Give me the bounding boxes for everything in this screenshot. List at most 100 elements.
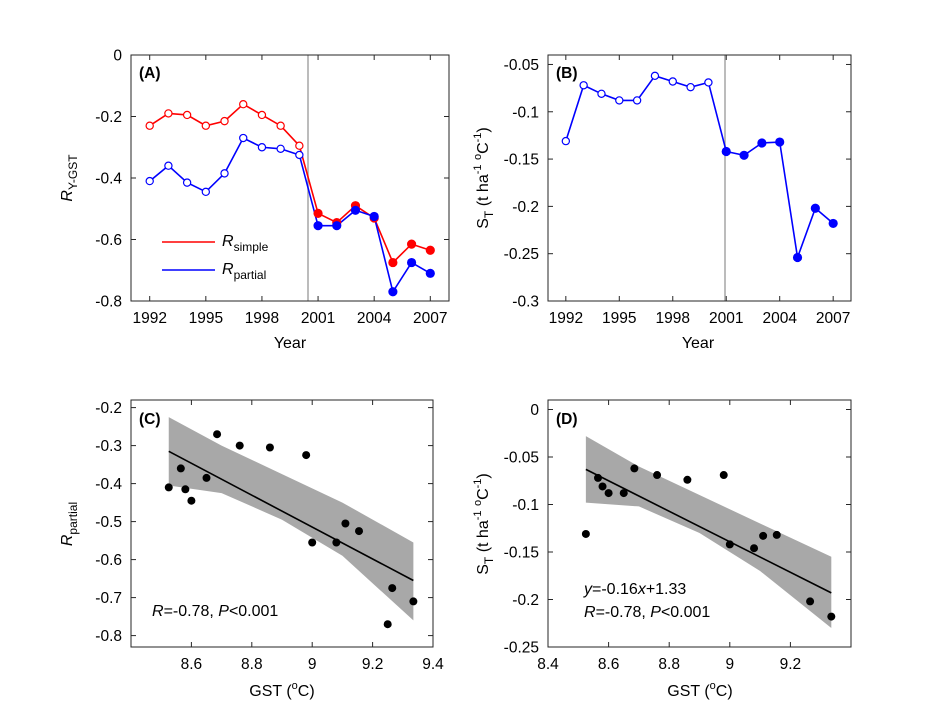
y-tick-label: -0.3 <box>512 294 539 311</box>
data-point-1 <box>176 464 185 473</box>
series-line-st <box>565 74 834 258</box>
data-point-partial-2004 <box>369 211 379 222</box>
data-point-7 <box>683 475 692 484</box>
y-tick-label: -0.25 <box>504 246 539 263</box>
data-point-st-1993 <box>579 81 588 90</box>
y-tick-label: -0.5 <box>95 514 122 531</box>
x-tick-label: 2007 <box>413 310 447 327</box>
equation-annotation: y=-0.16x+1.33 <box>583 581 686 598</box>
panel-label: (D) <box>556 411 578 428</box>
data-point-partial-1996 <box>220 169 229 178</box>
data-point-5 <box>630 464 639 473</box>
data-point-st-1997 <box>650 71 660 81</box>
x-tick-label: 1998 <box>656 310 690 327</box>
y-tick-label: -0.8 <box>95 294 122 311</box>
x-tick-label: 8.8 <box>658 656 680 673</box>
x-tick-label: 1995 <box>189 310 223 327</box>
y-tick-label: -0.05 <box>504 57 539 74</box>
data-point-15 <box>409 597 418 606</box>
x-tick-label: 1998 <box>245 310 279 327</box>
data-point-8 <box>719 471 728 480</box>
x-tick-label: 9.2 <box>780 656 802 673</box>
axes-box <box>130 399 434 648</box>
y-tick-label: -0.7 <box>95 590 122 607</box>
x-tick-label: 2004 <box>357 310 392 327</box>
data-point-3 <box>604 489 613 498</box>
data-point-partial-1993 <box>164 161 173 170</box>
data-point-2 <box>598 482 607 491</box>
data-point-1 <box>593 473 602 482</box>
panel-c: 8.6 8.8 9 9.2 9.4 -0.8 -0.7 -0.6 -0.5 -0.4 -0.3 -0.… <box>59 399 444 700</box>
data-point-0 <box>581 529 590 538</box>
y-tick-label: -0.1 <box>512 497 539 514</box>
y-axis-label: RY-GST <box>59 154 80 202</box>
data-point-simple-2006 <box>406 239 417 249</box>
data-point-3 <box>187 496 196 505</box>
stats-annotation: R=-0.78, P<0.001 <box>584 604 710 621</box>
x-tick-label: 2004 <box>762 310 797 327</box>
data-point-simple-2005 <box>388 257 398 268</box>
data-point-simple-1994 <box>182 110 192 120</box>
y-tick-label: 0 <box>113 48 122 65</box>
data-point-simple-1992 <box>145 121 154 130</box>
data-point-simple-2007 <box>425 245 435 255</box>
x-tick-label: 8.6 <box>598 656 620 673</box>
data-point-st-2007 <box>828 218 838 229</box>
data-point-partial-2006 <box>406 257 417 268</box>
x-axis-label: GST (oC) <box>667 680 732 700</box>
x-tick-label: 1992 <box>132 310 166 327</box>
data-point-partial-1999 <box>276 144 285 153</box>
data-point-simple-1997 <box>239 99 248 109</box>
y-tick-label: -0.4 <box>95 171 122 188</box>
data-point-5 <box>213 430 222 439</box>
data-point-st-2002 <box>739 150 749 160</box>
y-tick-label: -0.2 <box>512 592 539 609</box>
data-point-st-2001 <box>721 146 731 157</box>
data-point-simple-1999 <box>276 121 285 130</box>
data-point-partial-1992 <box>145 176 154 186</box>
y-tick-label: -0.1 <box>512 104 539 121</box>
confidence-band <box>168 417 414 621</box>
y-axis-label: ST (t ha-1 oC-1) <box>472 127 496 229</box>
legend: Rsimple Rpartial <box>162 233 269 282</box>
data-point-partial-2002 <box>332 221 342 231</box>
data-point-st-2006 <box>810 203 820 213</box>
y-tick-label: -0.25 <box>504 640 539 657</box>
panel-b: 1992 1995 1998 2001 2004 2007 -0.3 -0.25 -0.2 -0.… <box>472 54 852 352</box>
x-axis-label: Year <box>682 335 715 352</box>
panel-d: 8.4 8.6 8.8 9 9.2 -0.25 -0.2 -0.15 -0.1 -0.05 0 (D… <box>472 399 852 700</box>
y-tick-label: 0 <box>530 402 539 419</box>
y-tick-label: -0.6 <box>95 232 122 249</box>
data-point-simple-2001 <box>313 208 323 218</box>
panel-label: (C) <box>139 411 161 428</box>
data-point-st-1992 <box>561 136 571 146</box>
y-tick-label: -0.3 <box>95 438 122 455</box>
data-point-4 <box>619 489 628 498</box>
regression-line <box>585 468 832 594</box>
data-point-st-1994 <box>597 89 606 98</box>
legend-label-partial: Rpartial <box>222 261 266 282</box>
x-tick-label: 9 <box>725 656 734 673</box>
x-tick-label: 2001 <box>301 310 335 327</box>
series-line-partial <box>149 136 431 294</box>
data-point-simple-1993 <box>164 109 173 118</box>
data-point-6 <box>235 441 244 450</box>
data-point-14 <box>388 584 397 593</box>
data-point-4 <box>202 473 211 482</box>
x-tick-label: 2001 <box>709 310 743 327</box>
x-tick-label: 1992 <box>549 310 583 327</box>
x-tick-label: 9.2 <box>362 656 384 673</box>
data-point-6 <box>653 471 662 480</box>
regression-line <box>168 450 414 582</box>
x-tick-label: 9 <box>308 656 317 673</box>
data-point-partial-1995 <box>201 187 211 197</box>
y-tick-label: -0.6 <box>95 552 122 569</box>
data-point-st-1998 <box>668 77 677 86</box>
y-tick-label: -0.8 <box>95 628 122 645</box>
y-tick-label: -0.15 <box>504 152 539 169</box>
x-axis-label: Year <box>274 335 307 352</box>
data-point-partial-1998 <box>257 143 267 152</box>
data-point-partial-2003 <box>350 205 361 215</box>
data-point-10 <box>332 538 341 547</box>
